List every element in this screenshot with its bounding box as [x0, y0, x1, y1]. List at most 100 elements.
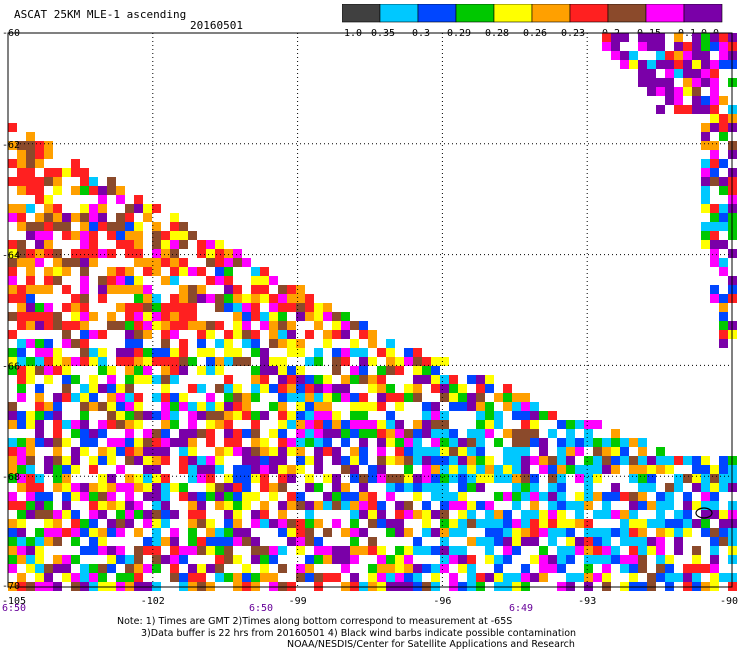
data-cell: [206, 366, 215, 375]
data-cell: [278, 375, 287, 384]
data-cell: [233, 249, 242, 258]
data-cell: [638, 537, 647, 546]
data-cell: [719, 510, 728, 519]
data-cell: [701, 519, 710, 528]
data-cell: [566, 447, 575, 456]
data-cell: [449, 492, 458, 501]
data-cell: [125, 402, 134, 411]
data-cell: [719, 483, 728, 492]
data-cell: [503, 456, 512, 465]
data-cell: [674, 51, 683, 60]
data-cell: [656, 78, 665, 87]
data-cell: [170, 348, 179, 357]
data-cell: [44, 249, 53, 258]
data-cell: [350, 555, 359, 564]
data-cell: [413, 438, 422, 447]
data-cell: [71, 465, 80, 474]
data-cell: [224, 411, 233, 420]
data-cell: [224, 546, 233, 555]
data-cell: [98, 186, 107, 195]
data-cell: [683, 69, 692, 78]
data-cell: [656, 555, 665, 564]
data-cell: [80, 222, 89, 231]
data-cell: [53, 267, 62, 276]
data-cell: [386, 411, 395, 420]
data-cell: [188, 357, 197, 366]
data-cell: [62, 375, 71, 384]
data-cell: [8, 501, 17, 510]
data-cell: [224, 492, 233, 501]
data-cell: [224, 267, 233, 276]
data-cell: [710, 555, 719, 564]
data-cell: [710, 213, 719, 222]
data-cell: [35, 231, 44, 240]
data-cell: [17, 393, 26, 402]
time-labels: 6:50 6:50 6:49: [2, 603, 533, 614]
data-cell: [8, 438, 17, 447]
data-cell: [494, 492, 503, 501]
data-cell: [224, 294, 233, 303]
data-cell: [701, 528, 710, 537]
data-cell: [89, 231, 98, 240]
data-cell: [449, 519, 458, 528]
data-cell: [62, 438, 71, 447]
data-cell: [566, 546, 575, 555]
data-cell: [170, 276, 179, 285]
data-cell: [152, 465, 161, 474]
data-cell: [359, 546, 368, 555]
data-cell: [17, 447, 26, 456]
data-cell: [233, 312, 242, 321]
data-cell: [521, 483, 530, 492]
data-cell: [134, 501, 143, 510]
data-cell: [494, 528, 503, 537]
data-cell: [341, 420, 350, 429]
data-cell: [251, 429, 260, 438]
data-cell: [584, 465, 593, 474]
data-cell: [152, 393, 161, 402]
data-cell: [98, 366, 107, 375]
data-cell: [296, 438, 305, 447]
data-cell: [8, 546, 17, 555]
data-cell: [665, 573, 674, 582]
data-cell: [701, 483, 710, 492]
data-cell: [17, 528, 26, 537]
data-cell: [17, 204, 26, 213]
data-cell: [665, 465, 674, 474]
data-cell: [494, 564, 503, 573]
data-cell: [71, 537, 80, 546]
data-cell: [494, 555, 503, 564]
data-cell: [710, 141, 719, 150]
data-cell: [467, 447, 476, 456]
data-cell: [287, 285, 296, 294]
data-cell: [152, 267, 161, 276]
data-cell: [134, 276, 143, 285]
data-cell: [188, 285, 197, 294]
data-cell: [701, 69, 710, 78]
data-cell: [224, 384, 233, 393]
data-cell: [485, 528, 494, 537]
data-cell: [251, 348, 260, 357]
data-cell: [296, 546, 305, 555]
data-cell: [35, 366, 44, 375]
data-cell: [314, 555, 323, 564]
data-cell: [161, 420, 170, 429]
data-cell: [350, 429, 359, 438]
data-cell: [620, 60, 629, 69]
data-cell: [512, 393, 521, 402]
data-cell: [323, 330, 332, 339]
data-cell: [179, 393, 188, 402]
data-cell: [98, 528, 107, 537]
data-cell: [521, 573, 530, 582]
data-cell: [17, 213, 26, 222]
data-cell: [656, 87, 665, 96]
data-cell: [278, 321, 287, 330]
data-cell: [17, 222, 26, 231]
data-cell: [80, 276, 89, 285]
data-cell: [296, 519, 305, 528]
data-cell: [89, 213, 98, 222]
data-cell: [521, 510, 530, 519]
data-cell: [359, 501, 368, 510]
data-cell: [485, 573, 494, 582]
data-cell: [503, 510, 512, 519]
data-cell: [683, 51, 692, 60]
